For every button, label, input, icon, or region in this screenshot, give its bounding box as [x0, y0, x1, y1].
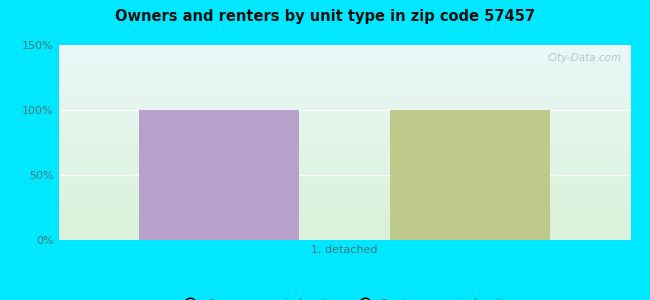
Bar — [138, 110, 299, 240]
Legend: Owner occupied units, Renter occupied units: Owner occupied units, Renter occupied un… — [174, 294, 515, 300]
Bar — [390, 110, 551, 240]
Text: City-Data.com: City-Data.com — [548, 53, 622, 63]
Text: Owners and renters by unit type in zip code 57457: Owners and renters by unit type in zip c… — [115, 9, 535, 24]
